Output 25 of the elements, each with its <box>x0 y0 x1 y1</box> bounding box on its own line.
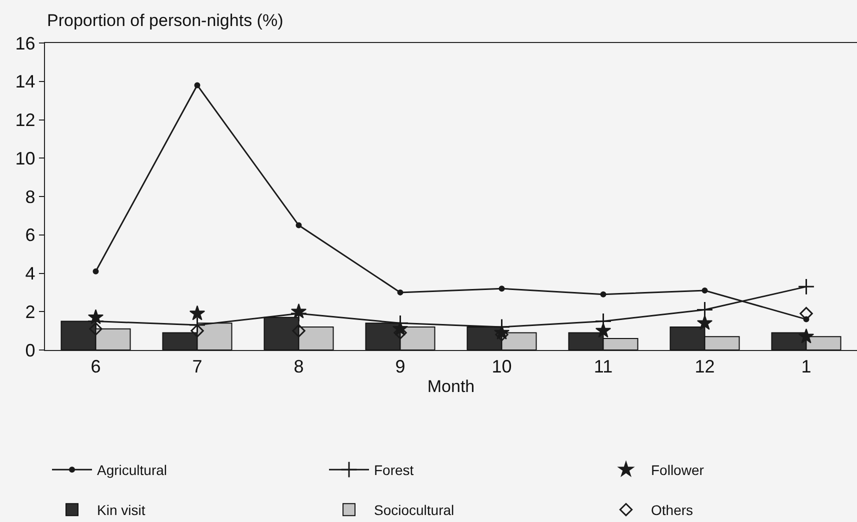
legend-label: Kin visit <box>97 502 146 518</box>
y-tick-label: 8 <box>25 186 36 207</box>
x-tick-label: 11 <box>594 356 613 377</box>
legend-label: Sociocultural <box>374 502 454 518</box>
y-tick-label: 0 <box>25 340 36 360</box>
x-tick-label: 6 <box>90 356 101 377</box>
y-tick-label: 4 <box>25 264 36 284</box>
x-axis-title: Month <box>427 377 475 396</box>
legend-label: Others <box>651 502 694 518</box>
x-tick-label: 1 <box>801 356 812 377</box>
x-tick-label: 10 <box>492 356 512 377</box>
y-tick-label: 2 <box>25 302 36 322</box>
x-tick-label: 12 <box>694 356 715 377</box>
y-tick-label: 16 <box>15 33 36 54</box>
y-tick-label: 12 <box>15 110 36 130</box>
legend-label: Forest <box>374 462 414 478</box>
y-tick-label: 10 <box>15 148 36 168</box>
y-tick-label: 14 <box>15 72 36 92</box>
x-tick-label: 9 <box>395 356 406 377</box>
x-tick-label: 8 <box>294 356 304 377</box>
legend-label: Agricultural <box>97 462 168 478</box>
legend-label: Follower <box>651 462 704 478</box>
y-tick-label: 6 <box>25 225 36 246</box>
x-tick-label: 7 <box>192 356 202 377</box>
y-axis-title: Proportion of person-nights (%) <box>47 11 284 30</box>
